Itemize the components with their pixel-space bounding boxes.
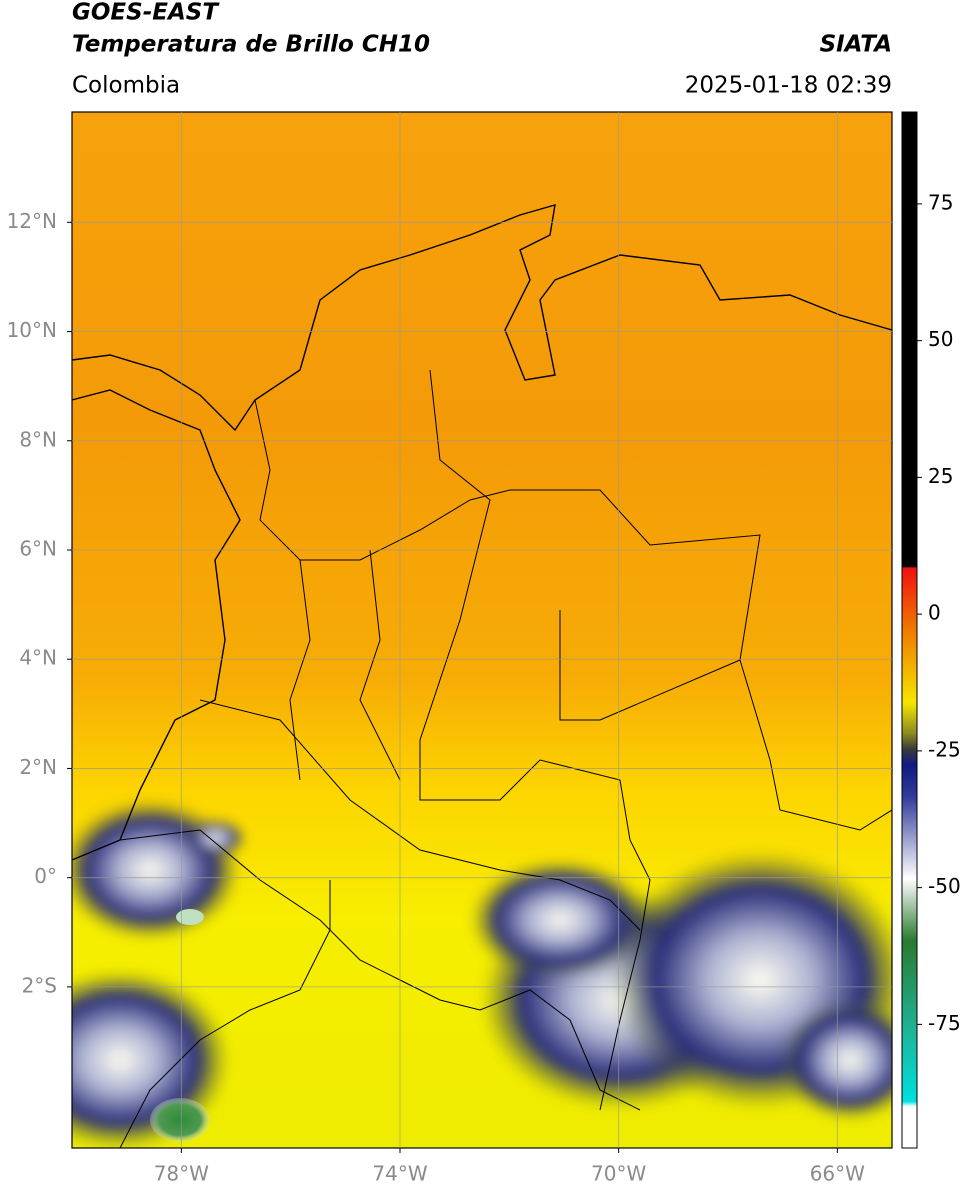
x-tick-label: 78°W xyxy=(154,1162,209,1186)
colorbar-label: -75 xyxy=(928,1011,961,1035)
subtitle: Temperatura de Brillo CH10 xyxy=(72,32,430,58)
y-tick-label: 12°N xyxy=(7,209,57,233)
x-tick-label: 70°W xyxy=(591,1162,646,1186)
source: SIATA xyxy=(820,32,892,58)
colorbar-label: 25 xyxy=(928,464,953,488)
colorbar-label: 50 xyxy=(928,327,953,351)
satellite-image xyxy=(72,112,892,1148)
x-tick-label: 66°W xyxy=(810,1162,865,1186)
y-tick-label: 10°N xyxy=(7,318,57,342)
x-tick-label: 74°W xyxy=(372,1162,427,1186)
y-tick-label: 2°N xyxy=(19,755,57,779)
colorbar-label: 75 xyxy=(928,190,953,214)
colorbar-label: -50 xyxy=(928,874,961,898)
colorbar xyxy=(901,111,918,1149)
title: GOES-EAST xyxy=(72,0,220,26)
colorbar-label: -25 xyxy=(928,737,961,761)
region: Colombia xyxy=(72,73,180,99)
datetime: 2025-01-18 02:39 xyxy=(685,73,892,99)
y-tick-label: 2°S xyxy=(22,973,57,997)
y-tick-label: 8°N xyxy=(19,427,57,451)
map-frame xyxy=(71,111,893,1149)
y-tick-label: 0° xyxy=(34,864,57,888)
colorbar-label: 0 xyxy=(928,601,941,625)
y-tick-label: 4°N xyxy=(19,646,57,670)
y-tick-label: 6°N xyxy=(19,536,57,560)
